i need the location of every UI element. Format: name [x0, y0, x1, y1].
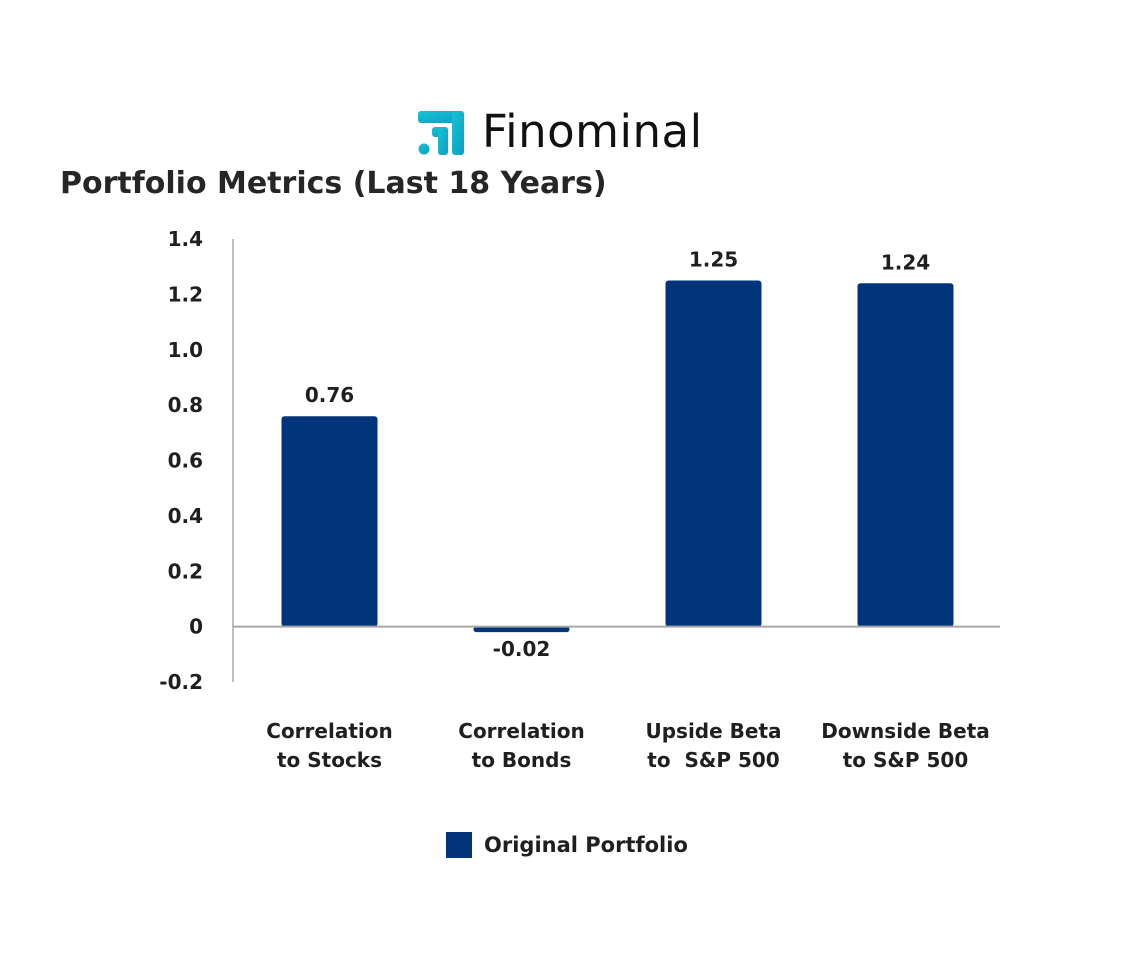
bar — [857, 283, 954, 627]
legend-swatch — [446, 832, 472, 858]
category-label: Correlation to Stocks — [266, 719, 392, 772]
bars — [281, 280, 954, 633]
legend: Original Portfolio — [446, 832, 688, 858]
y-tick-label: 0.2 — [168, 559, 203, 583]
data-label: 1.24 — [881, 250, 930, 274]
brand-name: Finominal — [482, 105, 703, 158]
data-label: 1.25 — [689, 248, 738, 272]
category-label: Downside Beta to S&P 500 — [821, 719, 990, 772]
y-tick-label: 0.4 — [168, 504, 203, 528]
y-tick-label: 0 — [189, 615, 203, 639]
y-tick-label: -0.2 — [159, 670, 203, 694]
data-label: 0.76 — [305, 383, 354, 407]
bar — [665, 280, 762, 627]
y-tick-label: 0.8 — [168, 393, 203, 417]
data-label: -0.02 — [493, 637, 551, 661]
category-label: Upside Beta to S&P 500 — [645, 719, 781, 772]
y-tick-label: 1.0 — [168, 338, 203, 362]
finominal-logo-icon — [418, 111, 464, 155]
y-axis-ticks: 1.4 1.2 1.0 0.8 0.6 0.4 0.2 0 -0.2 — [159, 227, 203, 694]
y-tick-label: 0.6 — [168, 449, 203, 473]
bar — [281, 416, 378, 627]
finominal-logo: Finominal — [416, 104, 703, 160]
y-tick-label: 1.2 — [168, 282, 203, 306]
chart-title: Portfolio Metrics (Last 18 Years) — [60, 166, 607, 201]
y-tick-label: 1.4 — [168, 227, 203, 251]
category-label: Correlation to Bonds — [458, 719, 584, 772]
bar — [473, 626, 570, 633]
data-labels: 0.76 -0.02 1.25 1.24 — [305, 248, 930, 662]
legend-label: Original Portfolio — [484, 833, 688, 857]
category-labels: Correlation to Stocks Correlation to Bonds U… — [266, 719, 990, 772]
